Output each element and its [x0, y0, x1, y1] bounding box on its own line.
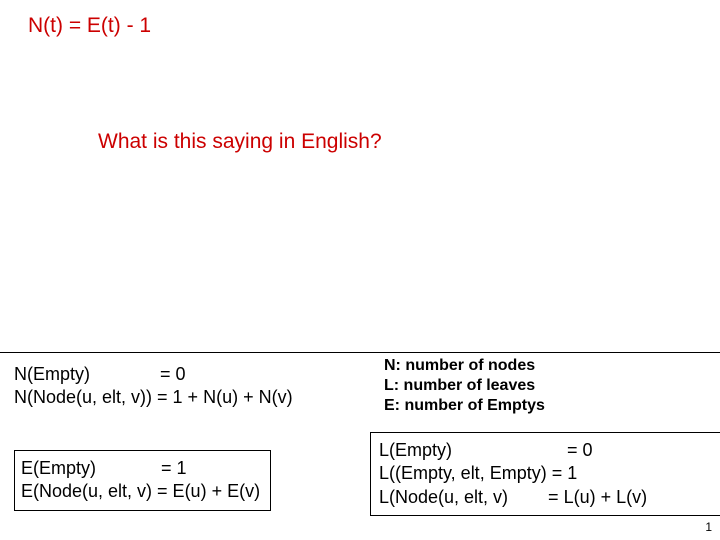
n-def-line-1: N(Empty) = 0: [14, 363, 293, 386]
l-def-line-2: L((Empty, elt, Empty) = 1: [379, 462, 720, 485]
n-def-line-2: N(Node(u, elt, v)) = 1 + N(u) + N(v): [14, 386, 293, 409]
horizontal-rule: [0, 352, 720, 353]
e-def-line-1: E(Empty) = 1: [21, 457, 260, 480]
e-def-line-2: E(Node(u, elt, v) = E(u) + E(v): [21, 480, 260, 503]
l-def-line-3: L(Node(u, elt, v) = L(u) + L(v): [379, 486, 720, 509]
n-definitions-block: N(Empty) = 0 N(Node(u, elt, v)) = 1 + N(…: [14, 363, 293, 410]
l-definitions-box: L(Empty) = 0 L((Empty, elt, Empty) = 1 L…: [370, 432, 720, 516]
e-definitions-box: E(Empty) = 1 E(Node(u, elt, v) = E(u) + …: [14, 450, 271, 511]
legend-block: N: number of nodes L: number of leaves E…: [384, 356, 545, 416]
slide-number: 1: [705, 520, 712, 534]
question-text: What is this saying in English?: [98, 130, 382, 154]
l-def-line-1: L(Empty) = 0: [379, 439, 720, 462]
legend-e: E: number of Emptys: [384, 396, 545, 416]
legend-l: L: number of leaves: [384, 376, 545, 396]
top-equation: N(t) = E(t) - 1: [28, 14, 151, 38]
legend-n: N: number of nodes: [384, 356, 545, 376]
